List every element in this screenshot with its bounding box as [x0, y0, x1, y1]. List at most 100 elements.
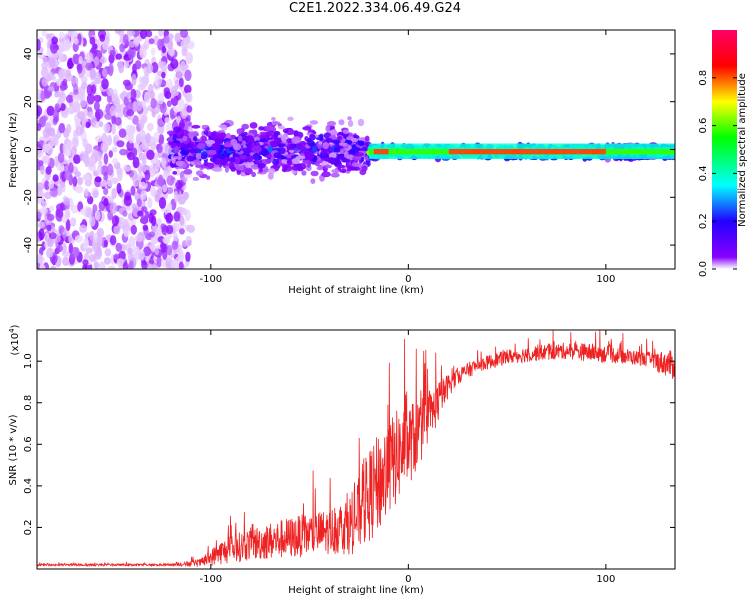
- spectrogram-cell: [139, 30, 148, 40]
- spectrogram-cell: [324, 164, 332, 169]
- spectrogram-cell: [242, 147, 252, 155]
- spectrogram-cell: [64, 170, 72, 181]
- spectrogram-cell: [133, 38, 140, 45]
- spectrogram-cell: [132, 156, 140, 169]
- spectrogram-cell: [302, 126, 312, 131]
- spectrogram-cell: [94, 151, 103, 162]
- spectrogram-cell: [321, 171, 331, 178]
- spectrogram-x-ticks: -100 0 100: [199, 30, 615, 285]
- spectrogram-cell: [46, 224, 52, 232]
- spectrogram-cell: [166, 175, 175, 186]
- spectrogram-cell: [88, 253, 97, 262]
- spectrogram-cell: [127, 247, 133, 255]
- spectrogram-cell: [49, 186, 58, 197]
- spectrogram-cell: [58, 31, 65, 39]
- spectrogram-cell: [154, 160, 161, 173]
- snr-x-ticks: -100 0 100: [199, 330, 615, 585]
- spectrogram-cell: [40, 115, 48, 122]
- spectrogram-cell: [98, 261, 106, 269]
- spectrogram-cell: [173, 211, 181, 222]
- spectrogram-cell: [122, 261, 129, 269]
- spectrogram-cell: [272, 121, 281, 125]
- spectrogram-cell: [150, 186, 157, 197]
- spectrogram-cell: [145, 132, 152, 144]
- spectrogram-cell: [267, 145, 273, 153]
- spectrogram-cell: [179, 30, 188, 38]
- spectrogram-cell: [108, 265, 116, 269]
- spectrogram-cell: [172, 232, 178, 244]
- spectrogram-cell: [203, 130, 209, 135]
- spectrogram-cell: [259, 131, 267, 136]
- spectrogram-cell: [108, 65, 114, 77]
- spectrogram-cell: [112, 96, 121, 107]
- chart-title: C2E1.2022.334.06.49.G24: [288, 1, 462, 16]
- spectrogram-cell: [350, 137, 359, 142]
- spectrogram-cell: [83, 238, 89, 250]
- spectrogram-cell: [119, 148, 128, 156]
- spectrogram-cell: [150, 47, 156, 56]
- spectrogram-cell: [351, 156, 362, 161]
- spectrogram-cell: [109, 49, 116, 57]
- spectrogram-cell: [325, 124, 331, 133]
- spectrogram-cell: [310, 170, 319, 177]
- spectrogram-cell: [185, 52, 193, 64]
- spectrogram-cell: [142, 224, 149, 231]
- spectrogram-cell: [258, 126, 264, 131]
- spectrogram-cell: [170, 58, 179, 70]
- spectrogram-cell: [286, 159, 293, 166]
- spectrogram-cell: [172, 171, 178, 175]
- spectrogram-cell: [314, 161, 320, 167]
- spectrogram-cell: [184, 84, 192, 94]
- spectrogram-cell: [63, 164, 70, 173]
- spectrogram-cell: [178, 228, 185, 235]
- colorbar-ticks: 0.0 0.2 0.4 0.6 0.8: [698, 70, 737, 277]
- spectrogram-cell: [130, 88, 137, 101]
- spectrogram-cell: [249, 122, 258, 129]
- spectrogram-cell: [180, 207, 188, 216]
- spectrogram-cell: [175, 181, 183, 190]
- spectrogram-cell: [184, 69, 192, 82]
- spectrogram-cell: [301, 170, 307, 176]
- spectrogram-cell: [139, 48, 147, 59]
- spectrogram-cell: [164, 91, 172, 100]
- spectrogram-cell: [161, 157, 167, 166]
- spectrogram-cell: [72, 176, 78, 187]
- spectrogram-cell: [338, 119, 345, 126]
- spectrogram-cell: [193, 136, 198, 142]
- spectrogram-cell: [93, 94, 102, 102]
- spectrogram-cell: [101, 68, 108, 78]
- spectrogram-cell: [138, 152, 145, 161]
- spectrogram-cell: [122, 210, 128, 217]
- spectrogram-cell: [61, 214, 68, 224]
- spectrogram-cell: [316, 166, 323, 171]
- spectrogram-cell: [85, 121, 91, 129]
- spectrogram-cell: [158, 197, 167, 209]
- spectrogram-cell: [103, 197, 109, 207]
- spectrogram-cell: [167, 40, 174, 50]
- spectrogram-cell: [347, 120, 354, 127]
- spectrogram-cell: [266, 130, 276, 137]
- spectrogram-cell: [65, 148, 71, 157]
- spectrogram-cell: [52, 174, 59, 182]
- spectrogram-cell: [72, 137, 79, 149]
- spectrogram-cell: [245, 167, 252, 174]
- spectrogram-cell: [96, 234, 103, 247]
- spectrogram-cell: [159, 101, 167, 114]
- spectrogram-cell: [87, 111, 94, 119]
- spectrogram-cell: [291, 136, 301, 144]
- spectrogram-cell: [270, 140, 279, 148]
- spectrogram-cell: [157, 38, 164, 51]
- spectrogram-cell: [186, 115, 191, 122]
- spectrogram-cell: [224, 165, 230, 173]
- spectrogram-cell: [360, 147, 369, 151]
- spectrogram-cell: [287, 129, 295, 136]
- spectrogram-cell: [46, 90, 53, 97]
- spectrogram-cell: [188, 148, 198, 154]
- spectrogram-cell: [96, 165, 102, 176]
- spectrogram-cell: [310, 178, 316, 185]
- spectrogram-cell: [136, 198, 142, 208]
- spectrogram-cell: [58, 225, 65, 234]
- spectrogram-cell: [40, 164, 45, 176]
- spectrogram-cell: [85, 247, 93, 254]
- spectrogram-cell: [83, 174, 90, 181]
